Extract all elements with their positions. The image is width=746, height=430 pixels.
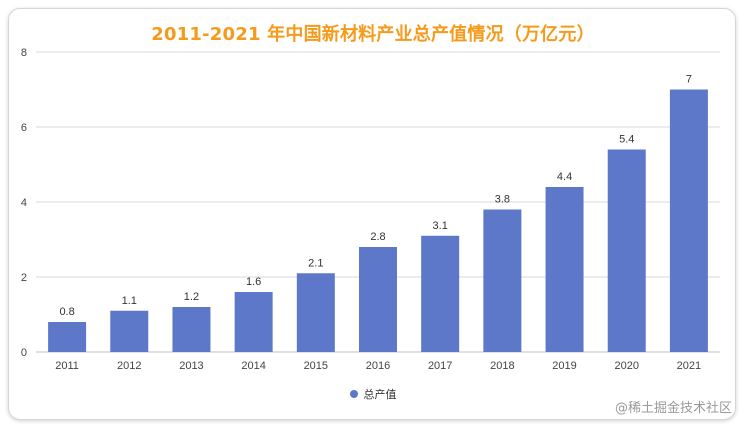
x-tick-label-2019: 2019	[552, 360, 576, 372]
legend-marker	[349, 390, 358, 398]
data-label-2015: 2.1	[308, 257, 323, 269]
bar-2020[interactable]	[607, 149, 646, 353]
bar-2016[interactable]	[359, 247, 397, 352]
y-tick-label: 0	[21, 347, 27, 359]
data-label-2021: 7	[686, 74, 692, 86]
bar-2013[interactable]	[172, 307, 211, 352]
y-tick-label: 4	[21, 197, 27, 209]
data-label-2016: 2.8	[370, 231, 385, 243]
data-label-2012: 1.1	[122, 295, 137, 307]
x-tick-label-2018: 2018	[490, 360, 514, 372]
y-tick-label: 8	[21, 47, 27, 59]
data-label-2013: 1.2	[184, 291, 199, 303]
x-tick-label-2021: 2021	[677, 360, 701, 372]
x-tick-label-2013: 2013	[179, 360, 203, 372]
y-tick-label: 2	[21, 272, 27, 284]
bar-2012[interactable]	[110, 310, 149, 352]
bar-2015[interactable]	[296, 273, 335, 352]
data-label-2019: 4.4	[557, 171, 572, 183]
x-tick-label-2015: 2015	[304, 360, 328, 372]
bar-2011[interactable]	[48, 322, 87, 352]
data-label-2020: 5.4	[619, 134, 634, 146]
bar-2019[interactable]	[545, 187, 584, 352]
x-tick-label-2014: 2014	[241, 360, 265, 372]
watermark: @稀土掘金技术社区	[614, 401, 732, 416]
x-tick-label-2016: 2016	[366, 360, 390, 372]
legend[interactable]: 总产值	[0, 386, 746, 402]
legend-label: 总产值	[363, 388, 397, 401]
x-tick-label-2012: 2012	[117, 360, 141, 372]
y-tick-label: 6	[21, 122, 27, 134]
chart-title: 2011-2021 年中国新材料产业总产值情况（万亿元）	[151, 24, 595, 45]
x-tick-label-2011: 2011	[55, 360, 79, 372]
data-label-2018: 3.8	[495, 194, 510, 206]
bar-2018[interactable]	[483, 209, 522, 353]
data-label-2014: 1.6	[246, 276, 261, 288]
x-tick-label-2017: 2017	[428, 360, 452, 372]
data-label-2011: 0.8	[59, 306, 74, 318]
x-tick-label-2020: 2020	[614, 360, 638, 372]
data-label-2017: 3.1	[433, 220, 448, 232]
bar-2014[interactable]	[234, 292, 273, 352]
bar-2021[interactable]	[669, 89, 708, 353]
bar-2017[interactable]	[421, 235, 460, 352]
